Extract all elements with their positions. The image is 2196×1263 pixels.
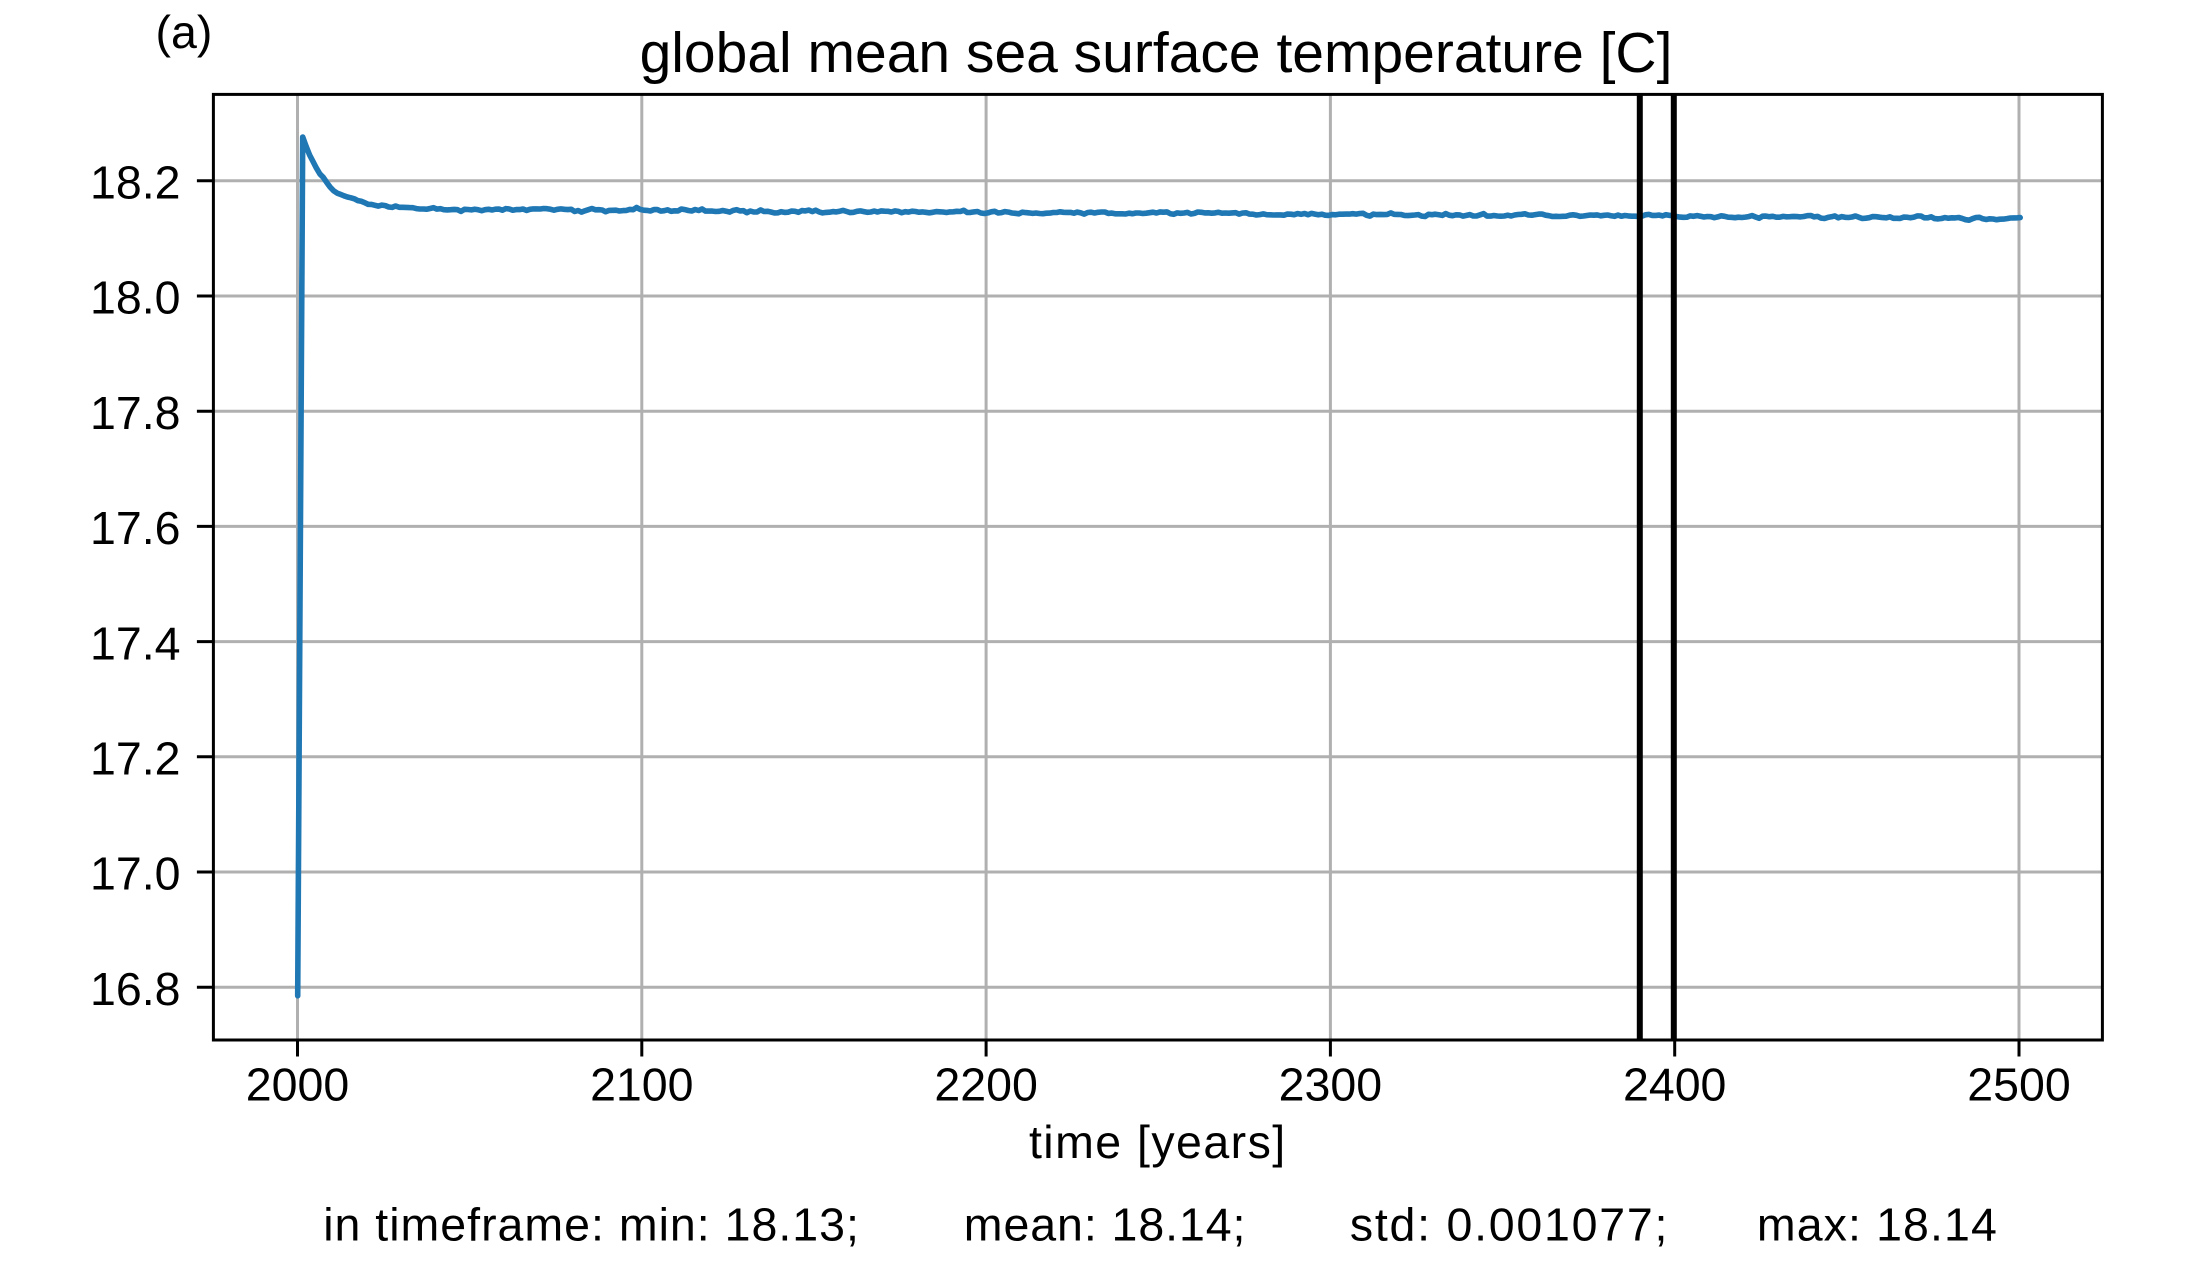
svg-text:mean: 18.14;: mean: 18.14;	[964, 1199, 1247, 1251]
svg-text:17.0: 17.0	[90, 848, 181, 900]
svg-text:(a): (a)	[156, 6, 213, 58]
svg-text:2100: 2100	[590, 1059, 693, 1111]
svg-text:16.8: 16.8	[90, 963, 181, 1015]
svg-text:17.8: 17.8	[90, 387, 181, 439]
svg-text:17.4: 17.4	[90, 617, 181, 669]
svg-text:global mean sea surface temper: global mean sea surface temperature [C]	[640, 21, 1673, 85]
svg-text:18.0: 18.0	[90, 272, 181, 324]
svg-text:time [years]: time [years]	[1029, 1116, 1287, 1168]
svg-text:17.2: 17.2	[90, 733, 181, 785]
svg-text:17.6: 17.6	[90, 502, 181, 554]
svg-text:in timeframe: min: 18.13;: in timeframe: min: 18.13;	[323, 1199, 860, 1251]
svg-text:2300: 2300	[1279, 1059, 1382, 1111]
svg-text:max: 18.14: max: 18.14	[1757, 1199, 1998, 1251]
svg-text:2000: 2000	[246, 1059, 349, 1111]
svg-text:2500: 2500	[1967, 1059, 2070, 1111]
svg-text:2200: 2200	[934, 1059, 1037, 1111]
svg-text:2400: 2400	[1623, 1059, 1726, 1111]
svg-text:std: 0.001077;: std: 0.001077;	[1350, 1199, 1669, 1251]
svg-text:18.2: 18.2	[90, 157, 181, 209]
